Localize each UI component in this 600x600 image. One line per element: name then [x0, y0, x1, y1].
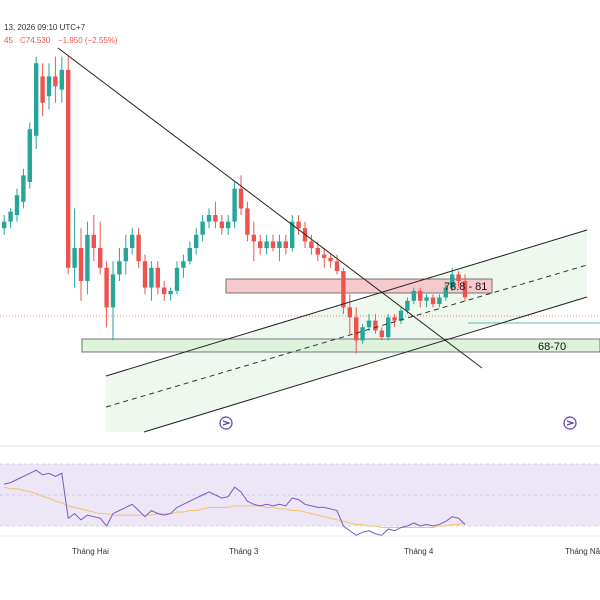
candle-body	[341, 271, 346, 308]
candle-body	[366, 320, 372, 328]
candle-body	[411, 290, 416, 301]
candle-body	[27, 129, 32, 182]
x-tick: Tháng 3	[229, 547, 259, 556]
ohlc-change: −1.950 (−2.55%)	[58, 36, 118, 45]
ohlc-close: C74.530	[20, 36, 51, 45]
candle-body	[360, 327, 365, 341]
replay-icon[interactable]	[563, 416, 577, 430]
ohlc-open-fragment: 45	[4, 36, 13, 45]
candle-body	[398, 310, 404, 321]
candle-body	[270, 241, 276, 248]
candle-body	[251, 234, 256, 242]
candle-body	[117, 261, 122, 275]
candle-body	[424, 297, 429, 301]
candle-body	[181, 261, 186, 268]
candle-body	[34, 63, 39, 136]
candle-body	[162, 287, 167, 295]
candle-body	[149, 267, 154, 288]
candle-body	[14, 195, 20, 215]
channel-upper-line[interactable]	[105, 229, 588, 377]
candle-body	[72, 248, 77, 268]
candle-body	[264, 241, 269, 248]
candle-body	[59, 69, 64, 90]
candle-body	[219, 221, 224, 229]
candle-body	[430, 297, 436, 305]
ohlc-readout: 45 C74.530 −1.950 (−2.55%)	[4, 36, 118, 45]
candle-body	[53, 76, 58, 87]
candle-body	[168, 290, 173, 295]
candle-body	[322, 254, 327, 258]
candle-body	[78, 248, 84, 281]
candle-body	[296, 221, 301, 229]
candle-body	[290, 221, 295, 248]
candle-body	[91, 234, 96, 248]
candle-body	[315, 248, 320, 255]
candle-body	[245, 208, 250, 235]
channel-lower-line[interactable]	[143, 296, 588, 433]
rsi-line	[4, 469, 466, 536]
candle-body	[258, 241, 263, 248]
candle-body	[8, 211, 13, 222]
candle-body	[142, 261, 148, 288]
candle-body	[21, 175, 26, 202]
candle-body	[213, 215, 218, 222]
candle-body	[104, 267, 109, 308]
candle-body	[226, 221, 231, 229]
candle-body	[443, 287, 448, 298]
rsi-ma-line	[4, 486, 466, 529]
candle-body	[110, 274, 116, 308]
candle-body	[85, 234, 90, 281]
candle-body	[450, 274, 455, 288]
candle-body	[66, 69, 71, 268]
candles-layer	[2, 56, 468, 354]
support-zone-label: 68-70	[538, 341, 566, 353]
candle-body	[379, 330, 384, 338]
candle-body	[418, 290, 423, 301]
candle-body	[123, 248, 128, 262]
candle-body	[277, 241, 282, 248]
candle-body	[232, 188, 237, 222]
candle-body	[354, 317, 359, 341]
candle-body	[462, 281, 468, 298]
candle-body	[347, 307, 352, 318]
candle-body	[386, 317, 391, 338]
header-datetime: 13, 2026 09:10 UTC+7	[4, 23, 86, 32]
candle-body	[328, 257, 333, 262]
x-tick: Tháng Hai	[72, 547, 109, 556]
support-zone[interactable]	[81, 338, 600, 353]
channel-mid-line[interactable]	[105, 264, 588, 408]
descending-trendline[interactable]	[57, 47, 483, 369]
candle-body	[46, 76, 52, 97]
candle-body	[392, 317, 397, 321]
candle-body	[194, 234, 199, 248]
resistance-zone-label: 78.8 - 81	[444, 281, 487, 293]
x-tick: Tháng Năm	[565, 547, 600, 556]
candle-body	[206, 215, 212, 222]
candle-body	[238, 188, 244, 209]
candle-body	[130, 234, 135, 248]
candle-body	[309, 241, 314, 248]
replay-icon[interactable]	[219, 416, 233, 430]
candle-body	[437, 297, 442, 305]
candle-body	[373, 320, 378, 331]
candle-body	[155, 267, 160, 288]
resistance-zone[interactable]	[225, 278, 493, 294]
candle-body	[283, 241, 288, 248]
channel-fill	[106, 230, 587, 432]
candle-body	[334, 261, 340, 272]
candle-body	[136, 234, 141, 262]
candle-body	[40, 76, 45, 103]
candle-body	[174, 267, 180, 291]
candle-body	[405, 300, 410, 311]
candle-body	[98, 248, 103, 268]
candle-body	[200, 221, 205, 235]
x-tick: Tháng 4	[404, 547, 434, 556]
candle-body	[456, 274, 461, 281]
candle-body	[2, 221, 7, 229]
candle-body	[187, 248, 192, 262]
